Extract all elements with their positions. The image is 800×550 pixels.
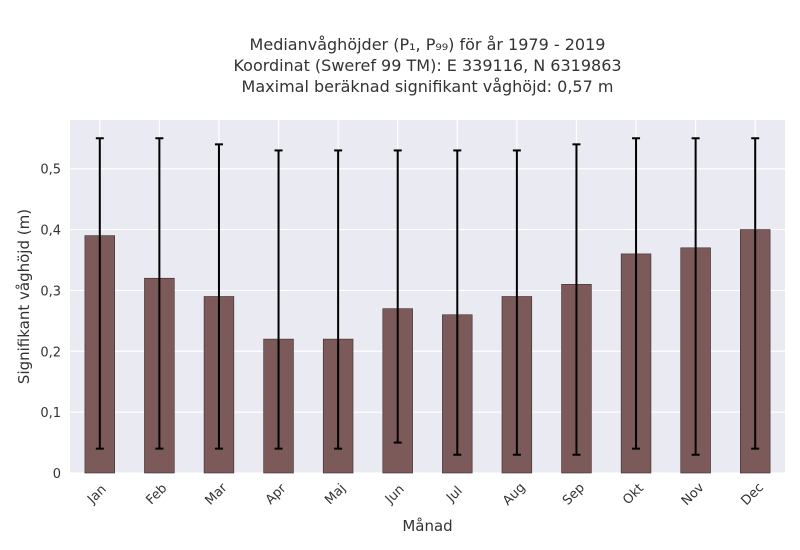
chart-title-line-3: Maximal beräknad signifikant våghöjd: 0,… — [241, 77, 614, 96]
x-tick-label: Dec — [739, 480, 767, 508]
x-tick-label: Feb — [143, 481, 170, 508]
x-tick-label: Okt — [620, 481, 647, 508]
x-tick-label: Maj — [322, 481, 349, 508]
plot-area — [70, 120, 785, 473]
error-bars — [95, 137, 760, 456]
x-tick-label: Apr — [263, 481, 290, 508]
x-tick-label: Jan — [84, 482, 109, 507]
x-tick-label: Jul — [443, 484, 465, 506]
y-tick-labels: 0 0,1 0,2 0,3 0,4 0,5 — [40, 163, 61, 482]
x-tick-label: Nov — [679, 480, 708, 509]
x-tick-label: Aug — [500, 480, 529, 509]
x-axis-label: Månad — [402, 517, 452, 535]
y-tick-label: 0,2 — [40, 345, 61, 360]
x-tick-labels: Jan Feb Mar Apr Maj Jun Jul Aug Sep Okt Nov Dec — [84, 480, 767, 509]
y-axis-label: Signifikant våghöjd (m) — [15, 209, 33, 384]
y-tick-label: 0 — [53, 467, 61, 482]
y-tick-label: 0,5 — [40, 163, 61, 178]
x-tick-label: Sep — [560, 481, 588, 509]
chart-title-line-1: Medianvåghöjder (P₁, P₉₉) för år 1979 - … — [249, 35, 606, 54]
y-tick-label: 0,3 — [40, 284, 61, 299]
x-tick-label: Mar — [203, 480, 231, 508]
chart-title-line-2: Koordinat (Sweref 99 TM): E 339116, N 63… — [233, 56, 622, 75]
x-tick-label: Jun — [382, 482, 408, 508]
chart-title: Medianvåghöjder (P₁, P₉₉) för år 1979 - … — [70, 34, 785, 97]
y-tick-label: 0,4 — [40, 224, 61, 239]
y-tick-label: 0,1 — [40, 406, 61, 421]
